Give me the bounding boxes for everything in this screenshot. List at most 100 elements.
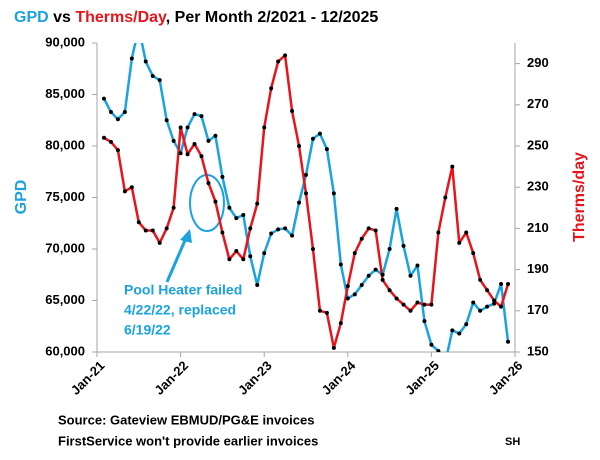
data-point bbox=[122, 110, 127, 115]
data-point bbox=[345, 296, 350, 301]
data-point bbox=[157, 240, 162, 245]
data-point bbox=[401, 243, 406, 248]
data-point bbox=[220, 230, 225, 235]
data-point bbox=[129, 56, 134, 61]
data-point bbox=[338, 262, 343, 267]
data-point bbox=[192, 112, 197, 117]
data-point bbox=[366, 226, 371, 231]
title-part: Therms/Day bbox=[75, 9, 167, 26]
y2-tick-label: 170 bbox=[527, 302, 549, 317]
data-point bbox=[241, 213, 246, 218]
data-point bbox=[457, 240, 462, 245]
data-point bbox=[283, 53, 288, 58]
data-point bbox=[415, 263, 420, 268]
data-point bbox=[317, 308, 322, 313]
data-point bbox=[359, 236, 364, 241]
data-point bbox=[150, 228, 155, 233]
data-point bbox=[255, 283, 260, 288]
data-point bbox=[199, 154, 204, 159]
data-point bbox=[401, 302, 406, 307]
data-point bbox=[464, 230, 469, 235]
data-point bbox=[143, 59, 148, 64]
y-tick-label: 60,000 bbox=[45, 343, 85, 358]
y2-tick-label: 250 bbox=[527, 137, 549, 152]
data-point bbox=[199, 114, 204, 119]
y2-tick-label: 210 bbox=[527, 220, 549, 235]
data-point bbox=[171, 138, 176, 143]
data-point bbox=[492, 301, 497, 306]
x-tick-label: Jan-25 bbox=[402, 358, 442, 398]
data-point bbox=[310, 247, 315, 251]
data-point bbox=[171, 205, 176, 210]
y2-tick-label: 290 bbox=[527, 55, 549, 70]
data-point bbox=[443, 360, 447, 364]
data-point bbox=[220, 174, 225, 179]
data-point bbox=[373, 228, 378, 233]
data-point bbox=[269, 231, 274, 236]
y2-axis-label: Therms/day bbox=[571, 152, 588, 242]
y2-tick-label: 270 bbox=[527, 96, 549, 111]
data-point bbox=[164, 118, 169, 123]
data-point bbox=[471, 300, 476, 305]
data-point bbox=[415, 300, 420, 305]
data-point bbox=[436, 230, 441, 235]
data-point bbox=[450, 164, 455, 169]
data-point bbox=[269, 86, 274, 91]
y-tick-label: 75,000 bbox=[45, 189, 85, 204]
data-point bbox=[178, 125, 183, 130]
data-point bbox=[380, 272, 385, 277]
y2-tick-label: 230 bbox=[527, 179, 549, 194]
data-point bbox=[408, 308, 413, 313]
data-point bbox=[178, 151, 183, 156]
data-point bbox=[234, 216, 239, 221]
title-part: GPD bbox=[14, 9, 49, 26]
data-point bbox=[394, 206, 399, 211]
data-point bbox=[192, 141, 197, 146]
data-point bbox=[436, 348, 441, 352]
data-point bbox=[352, 251, 357, 256]
data-point bbox=[443, 195, 448, 200]
data-point bbox=[366, 273, 371, 278]
data-point bbox=[499, 304, 504, 309]
data-point bbox=[213, 199, 218, 204]
data-point bbox=[164, 226, 169, 231]
y-tick-label: 70,000 bbox=[45, 240, 85, 255]
data-point bbox=[478, 308, 483, 313]
data-point bbox=[185, 152, 190, 157]
data-point bbox=[143, 228, 148, 233]
data-point bbox=[387, 247, 392, 251]
data-point bbox=[304, 191, 308, 196]
data-point bbox=[464, 322, 469, 327]
data-point bbox=[506, 339, 511, 344]
data-point bbox=[422, 302, 427, 307]
y-tick-label: 85,000 bbox=[45, 86, 85, 101]
data-point bbox=[394, 296, 399, 301]
data-point bbox=[206, 138, 211, 143]
data-point bbox=[115, 117, 120, 122]
data-point bbox=[234, 249, 239, 254]
data-point bbox=[338, 321, 343, 326]
data-point bbox=[310, 136, 315, 141]
data-point bbox=[108, 110, 113, 115]
data-point bbox=[359, 283, 364, 288]
data-point bbox=[304, 172, 308, 177]
annotation-arrow bbox=[165, 237, 188, 283]
data-point bbox=[115, 148, 120, 153]
plot-area bbox=[101, 43, 511, 364]
data-point bbox=[213, 133, 218, 138]
annotation: Pool Heater failed bbox=[124, 282, 242, 298]
data-point bbox=[450, 328, 455, 333]
data-point bbox=[227, 257, 232, 262]
y2-tick-label: 190 bbox=[527, 261, 549, 276]
data-point bbox=[485, 304, 490, 309]
x-tick-label: Jan-22 bbox=[151, 358, 191, 398]
data-point bbox=[506, 282, 511, 287]
x-tick-label: Jan-24 bbox=[319, 357, 359, 397]
data-point bbox=[276, 227, 281, 232]
title-part: vs bbox=[49, 9, 76, 26]
y-tick-label: 65,000 bbox=[45, 292, 85, 307]
data-point bbox=[262, 125, 267, 130]
data-point bbox=[324, 310, 329, 315]
data-point bbox=[248, 254, 253, 259]
data-point bbox=[429, 302, 434, 307]
